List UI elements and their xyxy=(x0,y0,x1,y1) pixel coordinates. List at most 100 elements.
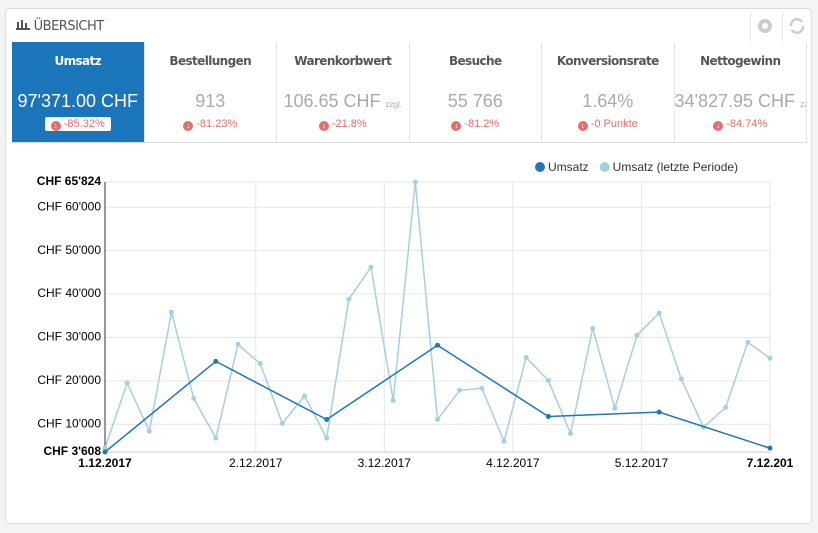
data-point xyxy=(191,395,197,401)
data-point xyxy=(102,449,108,455)
data-point xyxy=(723,404,729,410)
y-tick-label: CHF 20'000 xyxy=(37,373,101,387)
kpi-change-row: ↓ -85.32% xyxy=(12,117,144,131)
y-tick-label: CHF 30'000 xyxy=(37,330,101,344)
down-icon: ↓ xyxy=(183,121,194,131)
y-tick-label: CHF 65'824 xyxy=(37,174,102,188)
kpi-label: Umsatz xyxy=(54,54,102,68)
legend-label: Umsatz (letzte Periode) xyxy=(613,160,738,174)
kpi-value: 55 766 xyxy=(447,91,503,111)
settings-button[interactable] xyxy=(750,11,779,41)
data-point xyxy=(346,296,352,302)
data-point xyxy=(457,387,463,393)
data-point xyxy=(257,361,263,367)
data-point xyxy=(390,397,396,403)
data-point xyxy=(213,358,219,364)
down-icon: ↓ xyxy=(50,121,61,131)
kpi-value-row: 55 766 xyxy=(410,91,542,112)
kpi-change: -81.23% xyxy=(196,118,238,130)
data-point xyxy=(568,430,573,436)
kpi-change-box: ↓ -0 Punkte xyxy=(577,118,638,131)
kpi-change-row: ↓ -81.23% xyxy=(145,118,277,131)
kpi-tiles: Umsatz 97'371.00 CHF ↓ -85.32% Bestellungen 9… xyxy=(12,42,807,143)
kpi-value-row: 913 xyxy=(145,91,277,112)
data-point xyxy=(235,341,241,347)
data-point xyxy=(412,179,418,185)
kpi-value-row: 97'371.00 CHF xyxy=(12,91,144,112)
kpi-tile[interactable]: Warenkorbwert 106.65 CHF zzgl. ↓ -21.8% xyxy=(277,42,410,142)
kpi-tile[interactable]: Konversionsrate 1.64% ↓ -0 Punkte xyxy=(542,42,675,142)
kpi-suffix: zzgl. xyxy=(385,100,403,109)
data-point xyxy=(435,416,440,422)
down-icon: ↓ xyxy=(318,121,329,131)
kpi-value: 34'827.95 CHF xyxy=(674,91,796,111)
series-line xyxy=(104,344,771,453)
kpi-change: -21.8% xyxy=(331,118,367,130)
data-point xyxy=(279,420,285,426)
kpi-change-row: ↓ -84.74% xyxy=(675,118,807,131)
data-point xyxy=(368,264,374,270)
kpi-label: Warenkorbwert xyxy=(294,54,392,68)
kpi-change-row: ↓ -0 Punkte xyxy=(542,118,674,131)
data-point xyxy=(146,428,152,434)
series-line xyxy=(104,181,771,449)
down-icon: ↓ xyxy=(713,121,724,131)
kpi-value-row: 1.64% xyxy=(542,91,674,112)
kpi-change: -0 Punkte xyxy=(590,118,638,130)
kpi-change-row: ↓ -21.8% xyxy=(277,118,409,131)
down-icon: ↓ xyxy=(577,121,588,131)
data-point xyxy=(656,310,662,316)
kpi-change-box: ↓ -84.74% xyxy=(713,118,768,131)
data-point xyxy=(634,332,640,338)
data-point xyxy=(324,416,330,422)
kpi-change-box: ↓ -81.23% xyxy=(183,118,238,131)
data-point xyxy=(102,445,108,451)
panel-title: ÜBERSICHT xyxy=(33,19,105,34)
data-point xyxy=(612,405,618,411)
kpi-tile[interactable]: Nettogewinn 34'827.95 CHF zzgl. ↓-84.74% xyxy=(675,42,807,142)
data-point xyxy=(767,355,773,361)
data-point xyxy=(656,409,662,415)
kpi-suffix: zzgl. xyxy=(800,100,806,109)
legend-marker xyxy=(535,162,545,172)
data-point xyxy=(590,325,596,331)
kpi-value-row: 106.65 CHF zzgl. xyxy=(277,91,409,112)
refresh-button[interactable] xyxy=(782,11,811,41)
kpi-value: 1.64% xyxy=(582,91,634,111)
y-tick-label: CHF 60'000 xyxy=(37,199,101,213)
data-point xyxy=(767,445,773,451)
data-point xyxy=(545,413,551,419)
data-point xyxy=(479,385,485,391)
kpi-change-box: ↓ -85.32% xyxy=(44,117,111,131)
x-tick-label: 2.12.2017 xyxy=(229,456,283,470)
kpi-tile[interactable]: Bestellungen 913 ↓ -81.23% xyxy=(145,42,277,142)
kpi-value: 106.65 CHF xyxy=(283,91,381,111)
kpi-label: Konversionsrate xyxy=(556,54,659,68)
kpi-tile[interactable]: Umsatz 97'371.00 CHF ↓ -85.32% xyxy=(12,42,145,142)
kpi-tile[interactable]: Besuche 55 766 ↓ -81.2% xyxy=(410,42,542,142)
kpi-value: 97'371.00 CHF xyxy=(17,91,138,111)
data-point xyxy=(324,435,330,441)
kpi-change: -84.74% xyxy=(726,118,768,130)
data-point xyxy=(124,380,130,386)
x-tick-label: 7.12.201 xyxy=(747,456,794,470)
overview-panel: ÜBERSICHT Umsatz 97'371.00 CHF ↓ -85.32% Bes… xyxy=(5,8,812,524)
kpi-change: -81.2% xyxy=(464,118,500,130)
down-icon: ↓ xyxy=(451,121,462,131)
kpi-label: Bestellungen xyxy=(169,54,252,68)
data-point xyxy=(169,309,174,315)
data-point xyxy=(213,435,219,441)
data-point xyxy=(745,339,751,345)
y-tick-label: CHF 10'000 xyxy=(37,416,101,430)
y-tick-label: CHF 3'608 xyxy=(43,444,101,458)
kpi-label: Nettogewinn xyxy=(700,54,781,68)
legend-marker xyxy=(599,162,610,172)
kpi-value: 913 xyxy=(195,91,226,111)
kpi-value-row: 34'827.95 CHF zzgl. xyxy=(675,91,807,112)
data-point xyxy=(678,376,684,382)
chart-icon xyxy=(16,20,30,30)
data-point xyxy=(501,438,507,444)
data-point xyxy=(435,342,440,348)
panel-header: ÜBERSICHT xyxy=(16,19,104,34)
